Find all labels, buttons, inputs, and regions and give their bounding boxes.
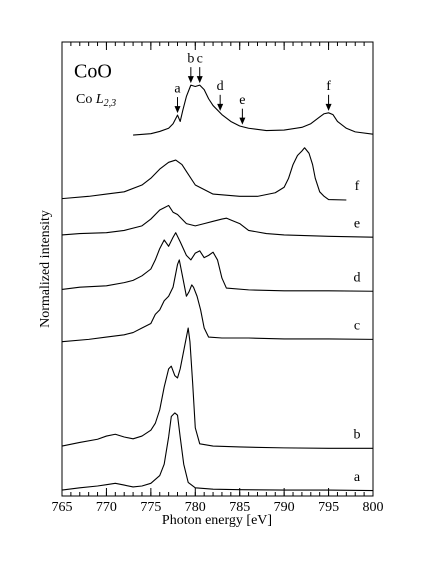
spectrum-line: [61, 204, 374, 238]
edge-label: Co L2,3: [76, 92, 116, 109]
spectrum-line: [61, 412, 374, 492]
series-label: a: [354, 470, 361, 485]
arrow-head: [187, 76, 194, 84]
annotation-arrow: [196, 67, 203, 84]
arrow-head: [239, 117, 246, 125]
x-tick-label: 795: [318, 500, 339, 515]
spectrum-line: [61, 327, 373, 449]
spectrum-line: [61, 147, 347, 201]
series-label: c: [354, 319, 360, 334]
x-tick-label: 780: [185, 500, 206, 515]
x-tick-label: 770: [96, 500, 117, 515]
annotation-arrow: [325, 94, 332, 111]
annotation-arrow: [239, 108, 246, 125]
annotation-arrow: [187, 67, 194, 84]
annotation-label: c: [197, 51, 203, 66]
x-tick-label: 775: [140, 500, 161, 515]
x-tick-label: 800: [363, 500, 384, 515]
arrow-head: [174, 106, 181, 114]
annotation-label: e: [239, 93, 245, 108]
annotation-arrow: [174, 97, 181, 114]
y-axis-label: Normalized intensity: [38, 210, 53, 328]
x-tick-label: 765: [52, 500, 73, 515]
edge-label-main: L: [95, 92, 104, 107]
annotation-label: f: [326, 79, 331, 94]
edge-label-subscript: 2,3: [104, 98, 117, 109]
arrow-head: [196, 76, 203, 84]
series-label: d: [354, 270, 361, 285]
annotation-label: d: [217, 79, 224, 94]
arrow-head: [325, 103, 332, 111]
series-label: b: [354, 428, 361, 443]
x-tick-label: 785: [229, 500, 250, 515]
plot-frame: [61, 41, 374, 497]
annotation-label: b: [187, 51, 194, 66]
element-label: Co: [76, 92, 92, 107]
annotation-arrow: [217, 94, 224, 111]
chart-title: CoO: [74, 61, 112, 83]
annotation-label: a: [174, 81, 181, 96]
series-label: e: [354, 216, 360, 231]
series-label: f: [355, 179, 360, 194]
arrow-head: [217, 103, 224, 111]
spectrum-line: [61, 232, 374, 292]
x-axis-label: Photon energy [eV]: [162, 513, 272, 528]
x-tick-label: 790: [274, 500, 295, 515]
spectrum-line: [133, 84, 374, 136]
spectrum-line: [61, 259, 374, 343]
